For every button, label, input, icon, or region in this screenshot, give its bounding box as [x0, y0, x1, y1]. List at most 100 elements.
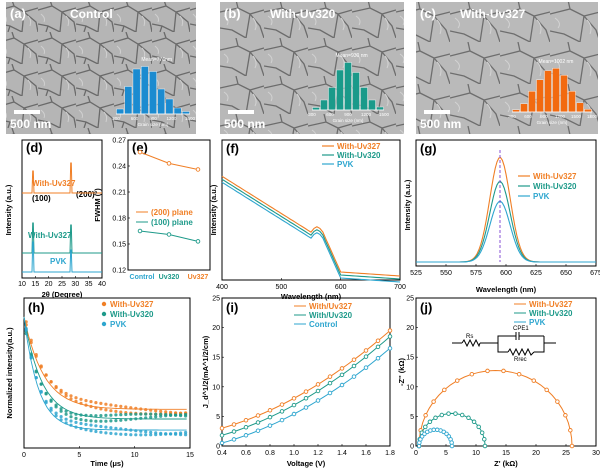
g-ticklabel-550: 550	[440, 270, 452, 277]
trpl-point-0	[49, 380, 53, 384]
nyquist-point-1-8	[427, 419, 433, 425]
trpl-point-2	[129, 433, 133, 437]
hist-bar-1350	[568, 91, 576, 113]
h-ticklabel-5: 5	[77, 452, 81, 459]
circuit-cpe: CPE1	[513, 326, 529, 332]
g-ticklabel-600: 600	[500, 270, 512, 277]
trpl-point-1	[179, 414, 183, 418]
hist-tick-600: 600	[326, 112, 334, 117]
panel-c: (c) With-Uv327 500 nm 300 600 900 1200 1500 1…	[416, 2, 598, 134]
panel-j-ylabel: -Z'' (kΩ)	[397, 358, 406, 386]
hist-tick-300: 300	[112, 116, 120, 121]
hist-tick-1500: 1500	[379, 112, 390, 117]
nyquist-point-1-18	[459, 412, 465, 418]
panel-d-plot: 10 15 20 25 30 35 40	[18, 162, 106, 288]
abs-trace-2	[221, 181, 401, 283]
nyquist-point-1-12	[439, 412, 445, 418]
h-legend-dot-2	[101, 321, 107, 327]
d-ticklabel-30: 30	[71, 281, 79, 288]
i-yticklabel-5: 5	[216, 414, 220, 421]
nyquist-point-1-28	[482, 436, 487, 442]
hist-bar-900	[149, 71, 157, 115]
e-category-Control: Control	[130, 274, 155, 281]
trpl-point-2	[164, 432, 168, 436]
hist-bar-600	[328, 87, 336, 111]
histogram-a: 300 600 900 1200 1500 Grain size (nm) Mean=776…	[112, 57, 195, 127]
j-yticklabel-0: 0	[410, 444, 414, 451]
trpl-point-2	[49, 408, 53, 412]
sclc-point-2-24	[363, 365, 369, 370]
trpl-point-0	[64, 391, 68, 396]
e-legend-0: (200) plane	[151, 208, 193, 217]
sclc-point-1-14	[303, 396, 309, 401]
hist-bar-1200	[360, 87, 368, 111]
hist-bar-900	[344, 62, 352, 111]
sclc-point-2-10	[279, 417, 285, 423]
h-ticklabel-10: 10	[131, 452, 139, 459]
sclc-point-0-26	[375, 338, 381, 344]
hist-xlabel: Grain size (nm)	[333, 118, 364, 123]
fwhm-point-1-1	[166, 232, 172, 237]
panel-a-title: Control	[70, 7, 113, 21]
sclc-point-2-22	[351, 374, 357, 379]
hist-bar-1500	[576, 102, 584, 113]
trpl-point-1	[54, 403, 58, 407]
panel-a: (a) Control 500 nm 300 600 900 1200 1500 Grai…	[6, 2, 196, 134]
nyquist-point-0-12	[469, 371, 475, 377]
panel-g-frame	[415, 139, 597, 267]
trpl-point-0	[109, 403, 113, 407]
panel-b: (b) With-Uv320 500 nm 300 600 900 1200 1500 G…	[220, 2, 404, 134]
trpl-fit-1	[23, 316, 187, 420]
trpl-point-2	[104, 431, 108, 435]
trpl-point-2	[84, 422, 88, 426]
i-legend-2: Control	[309, 320, 337, 329]
trpl-point-1	[99, 419, 103, 423]
e-category-Uv327: Uv327	[188, 274, 209, 281]
j-yticklabel-10: 10	[406, 384, 414, 391]
trpl-point-0	[124, 405, 128, 409]
sclc-point-2-14	[303, 405, 309, 410]
trpl-point-2	[144, 430, 148, 434]
trpl-point-2	[64, 417, 68, 421]
sclc-point-1-4	[243, 425, 249, 430]
i-ticklabel-1.0: 1.0	[289, 450, 299, 457]
f-ticklabel-600: 600	[335, 284, 347, 291]
panel-d-peak1: (100)	[32, 194, 51, 203]
hist-bar-1650	[584, 109, 592, 113]
trpl-point-2	[149, 430, 153, 434]
sclc-point-2-26	[375, 355, 381, 361]
hist-bar-1050	[157, 88, 166, 115]
trpl-point-1	[84, 418, 88, 422]
panel-d-trace2-label: With-Uv327	[28, 231, 72, 240]
i-ticklabel-0.6: 0.6	[241, 450, 251, 457]
hist-tick-300: 300	[508, 114, 516, 119]
e-ticklabel-0.15: 0.15	[112, 242, 126, 249]
trpl-point-1	[184, 414, 188, 418]
panel-h-frame	[23, 297, 191, 449]
trpl-point-0	[104, 402, 108, 406]
g-ticklabel-650: 650	[560, 270, 572, 277]
panel-e-label: (e)	[132, 140, 148, 155]
sclc-point-0-14	[303, 389, 309, 394]
trpl-point-0	[99, 407, 103, 411]
sclc-point-2-6	[255, 428, 261, 433]
nyquist-point-0-14	[485, 368, 490, 374]
f-legend-1: With-Uv320	[337, 151, 381, 160]
e-ticklabel-0.27: 0.27	[112, 138, 126, 145]
hist-bar-1200	[560, 74, 568, 113]
nyquist-point-1-24	[476, 424, 481, 430]
trpl-point-2	[174, 431, 178, 435]
trpl-point-1	[114, 419, 118, 423]
trpl-point-1	[114, 413, 118, 417]
i-ticklabel-1.2: 1.2	[313, 450, 323, 457]
trpl-point-2	[114, 432, 118, 436]
sclc-point-1-12	[291, 402, 297, 408]
trpl-point-2	[159, 432, 163, 436]
fwhm-point-1-2	[195, 239, 201, 244]
trpl-point-1	[164, 413, 168, 417]
hist-tick-900: 900	[540, 114, 548, 119]
trpl-point-2	[114, 426, 118, 430]
trpl-point-1	[99, 414, 103, 418]
nyquist-point-0-26	[563, 413, 568, 418]
